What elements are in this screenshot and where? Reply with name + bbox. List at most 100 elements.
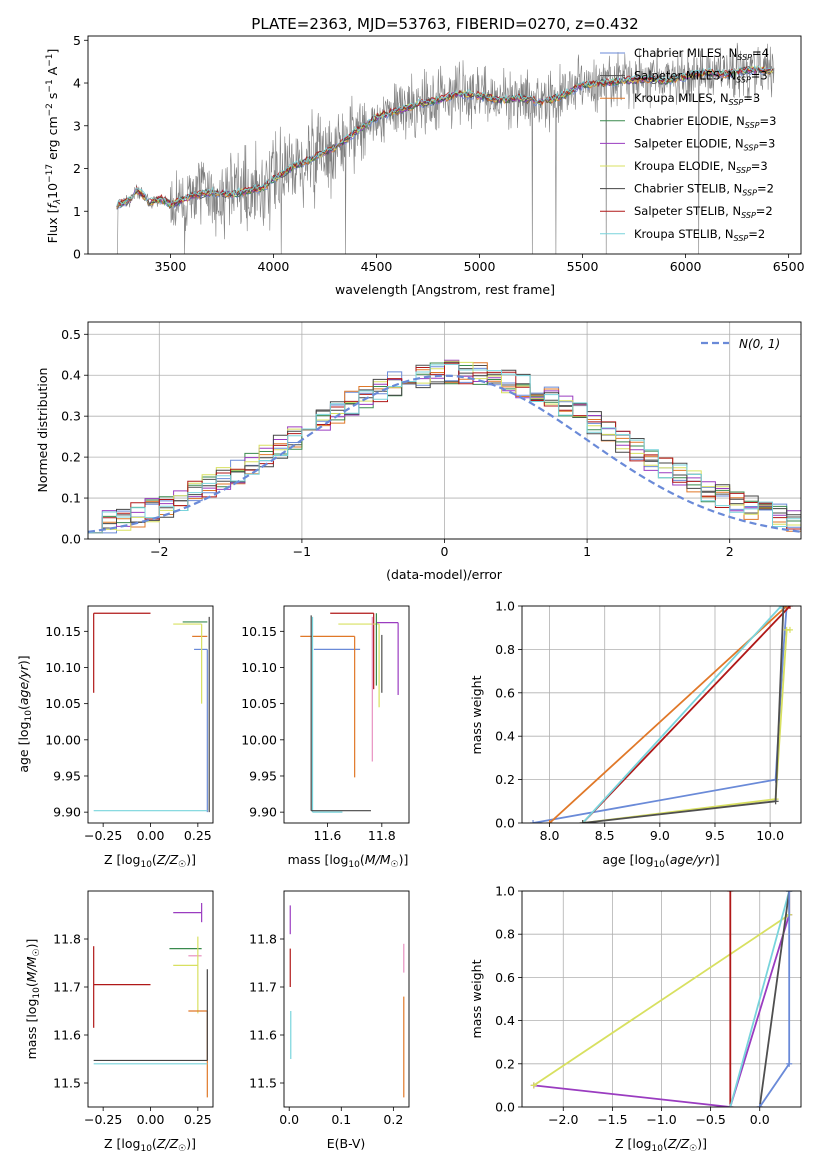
x-tick-label: 0.25 xyxy=(184,828,212,843)
y-tick-label: 4 xyxy=(73,76,81,91)
y-tick-label: 9.95 xyxy=(53,768,81,783)
y-tick-label: 0.3 xyxy=(61,409,81,424)
y-tick-label: 0 xyxy=(73,247,81,262)
y-tick-label: 10.15 xyxy=(241,624,277,639)
y-tick-label: 11.8 xyxy=(249,932,277,947)
x-tick-label: −1 xyxy=(293,544,311,559)
spectrum-legend: Chabrier MILES, NSSP=4 Salpeter MILES, NS… xyxy=(600,46,776,243)
x-tick-label: 9.0 xyxy=(650,828,670,843)
y-tick-label: 0.4 xyxy=(61,368,81,383)
y-tick-label: 2 xyxy=(73,161,81,176)
y-tick-label: 10.10 xyxy=(45,660,81,675)
y-tick-label: 0.6 xyxy=(495,970,515,985)
plot-area xyxy=(530,606,793,823)
x-tick-label: 10.0 xyxy=(756,828,784,843)
x-tick-label: 6000 xyxy=(670,259,702,274)
x-tick-label: 4000 xyxy=(258,259,290,274)
legend-label-5: Kroupa ELODIE, NSSP=3 xyxy=(634,159,768,175)
x-tick-label: 0.0 xyxy=(279,1112,299,1127)
mass-weight-age-ylabel: mass weight xyxy=(469,675,484,754)
histogram-xlabel: (data-model)/error xyxy=(386,567,503,582)
y-tick-label: 11.5 xyxy=(53,1076,81,1091)
age-vs-z-panel: −0.25 0.00 0.25 9.90 9.95 10.00 10.05 10.10 10.1… xyxy=(45,605,214,843)
age-ylabel: age [log10(age/yr)] xyxy=(16,655,34,772)
mass-weight-z-ylabel: mass weight xyxy=(469,959,484,1038)
mass-weight-line-3 xyxy=(582,606,782,823)
y-tick-label: 0.8 xyxy=(495,927,515,942)
age-vs-z-xlabel: Z [log10(Z/Z☉)] xyxy=(104,852,196,870)
x-tick-label: 0.00 xyxy=(137,828,165,843)
y-tick-label: 0.2 xyxy=(61,450,81,465)
mass-weight-z-xlabel: Z [log10(Z/Z☉)] xyxy=(615,1136,707,1154)
mass-vs-z-xlabel: Z [log10(Z/Z☉)] xyxy=(104,1136,196,1154)
y-tick-label: 9.90 xyxy=(249,805,277,820)
histogram-step-7 xyxy=(88,362,801,534)
y-tick-label: 10.05 xyxy=(45,696,81,711)
y-tick-label: 0.0 xyxy=(495,1100,515,1115)
y-tick-label: 0.0 xyxy=(61,532,81,547)
normal-curve xyxy=(88,374,801,533)
mass-vs-z-panel: −0.25 0.00 0.25 11.5 11.6 11.7 11.8 xyxy=(53,890,214,1127)
plot-area xyxy=(289,905,405,1098)
model-line-5 xyxy=(116,66,774,208)
x-tick-label: 5500 xyxy=(567,259,599,274)
x-tick-label: 9.5 xyxy=(705,828,725,843)
plot-area xyxy=(93,612,210,813)
spectrum-xlabel: wavelength [Angstrom, rest frame] xyxy=(335,282,555,297)
plot-area xyxy=(88,359,801,534)
x-tick-label: −0.25 xyxy=(84,828,122,843)
age-vs-mass-panel: 11.6 11.8 9.90 9.95 10.00 10.05 10.10 10.15 xyxy=(241,605,410,843)
mass-vs-ebv-panel: 0.0 0.1 0.2 11.5 11.6 11.7 11.8 xyxy=(249,890,410,1127)
x-tick-label: 1 xyxy=(583,544,591,559)
y-tick-label: 10.15 xyxy=(45,624,81,639)
x-tick-label: 8.5 xyxy=(595,828,615,843)
y-tick-label: 0.4 xyxy=(495,1013,515,1028)
y-tick-label: 11.6 xyxy=(53,1028,81,1043)
histogram-ylabel: Normed distribution xyxy=(35,368,50,493)
x-tick-label: 2 xyxy=(726,544,734,559)
x-tick-label: 11.8 xyxy=(368,828,396,843)
y-tick-label: 1.0 xyxy=(495,884,515,899)
y-tick-label: 0.2 xyxy=(495,1056,515,1071)
y-tick-label: 10.00 xyxy=(241,732,277,747)
legend-label-2: Kroupa MILES, NSSP=3 xyxy=(634,91,760,107)
y-tick-label: 0.2 xyxy=(495,772,515,787)
y-tick-label: 10.05 xyxy=(241,696,277,711)
legend-label-1: Salpeter MILES, NSSP=3 xyxy=(634,69,768,85)
y-tick-label: 10.00 xyxy=(45,732,81,747)
x-tick-label: 5000 xyxy=(464,259,496,274)
y-tick-label: 11.7 xyxy=(249,980,277,995)
axes-frame xyxy=(521,605,802,824)
histogram-step-8 xyxy=(88,363,801,534)
plot-area xyxy=(530,891,793,1107)
legend-label-3: Chabrier ELODIE, NSSP=3 xyxy=(634,114,776,130)
x-tick-label: 4500 xyxy=(361,259,393,274)
x-tick-label: 0.1 xyxy=(331,1112,351,1127)
mass-weight-vs-age-panel: 8.0 8.5 9.0 9.5 10.0 0.0 0.2 0.4 0.6 0.8 1.0 xyxy=(495,599,802,843)
y-tick-label: 0.4 xyxy=(495,729,515,744)
x-tick-label: 0.00 xyxy=(137,1112,165,1127)
y-tick-label: 0.6 xyxy=(495,685,515,700)
spectrum-panel: 3500 4000 4500 5000 5500 6000 6500 0 1 2 3 4 5 Chabri… xyxy=(73,33,805,274)
y-tick-label: 0.8 xyxy=(495,642,515,657)
legend-normal-label: N(0, 1) xyxy=(739,337,780,351)
x-tick-label: 0.0 xyxy=(750,1112,770,1127)
y-tick-label: 9.95 xyxy=(249,768,277,783)
axes-frame xyxy=(283,890,410,1108)
x-tick-label: −0.5 xyxy=(695,1112,725,1127)
plot-area xyxy=(93,903,208,1098)
axes-frame xyxy=(283,605,410,824)
x-tick-label: −1.0 xyxy=(646,1112,676,1127)
mass-weight-line-4 xyxy=(758,891,791,1107)
mass-weight-vs-z-panel: −2.0 −1.5 −1.0 −0.5 0.0 0.0 0.2 0.4 0.6 0.8 1.0 xyxy=(495,884,802,1127)
x-tick-label: −2.0 xyxy=(548,1112,578,1127)
mass-weight-age-xlabel: age [log10(age/yr)] xyxy=(602,852,719,870)
y-tick-label: 5 xyxy=(73,33,81,48)
legend-label-4: Salpeter ELODIE, NSSP=3 xyxy=(634,136,775,152)
y-tick-label: 11.8 xyxy=(53,932,81,947)
x-tick-label: 3500 xyxy=(155,259,187,274)
plot-area xyxy=(300,612,399,813)
x-tick-label: −1.5 xyxy=(597,1112,627,1127)
y-tick-label: 11.7 xyxy=(53,980,81,995)
